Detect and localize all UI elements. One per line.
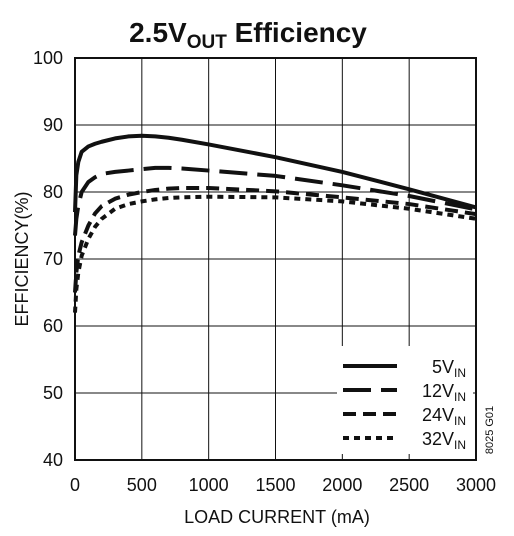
legend-label-subscript: IN: [454, 414, 466, 428]
y-tick-label: 40: [43, 450, 63, 470]
legend-item: 5VIN: [343, 357, 466, 380]
legend-label-main: 32V: [422, 429, 454, 449]
chart-title-lead: 2.5V: [129, 17, 187, 48]
series-line-5v: [73, 133, 477, 213]
y-axis-label: EFFICIENCY(%): [12, 192, 32, 327]
series-line-24v: [73, 185, 477, 293]
legend-label: 12VIN: [422, 381, 466, 404]
legend-label-subscript: IN: [454, 390, 466, 404]
legend-label-main: 5V: [432, 357, 454, 377]
legend-item: 12VIN: [343, 381, 466, 404]
legend-label-main: 24V: [422, 405, 454, 425]
legend-label-subscript: IN: [454, 438, 466, 452]
chart-title-subscript: OUT: [187, 32, 228, 53]
legend-item: 24VIN: [343, 405, 466, 428]
figure-code: 8025 G01: [484, 406, 496, 454]
legend-label: 5VIN: [432, 357, 466, 380]
x-tick-label: 500: [127, 475, 157, 495]
x-tick-label: 2000: [322, 475, 362, 495]
plot-frame: [74, 57, 477, 461]
y-tick-label: 60: [43, 316, 63, 336]
x-tick-label: 2500: [389, 475, 429, 495]
x-tick-label: 1000: [189, 475, 229, 495]
x-axis-label: LOAD CURRENT (mA): [184, 507, 370, 527]
y-tick-label: 100: [33, 48, 63, 68]
y-tick-label: 80: [43, 182, 63, 202]
chart-title: 2.5VOUT Efficiency: [129, 17, 367, 53]
y-tick-label: 50: [43, 383, 63, 403]
legend-label-subscript: IN: [454, 366, 466, 380]
y-tick-label: 70: [43, 249, 63, 269]
legend-label: 32VIN: [422, 429, 466, 452]
legend-label: 24VIN: [422, 405, 466, 428]
x-tick-label: 0: [70, 475, 80, 495]
tick-label-layer: 0 500 1000 1500 2000 2500 3000 40 50 60 70 80 90 100: [33, 48, 496, 495]
series-line-32v: [73, 194, 477, 313]
legend-label-main: 12V: [422, 381, 454, 401]
x-tick-label: 1500: [255, 475, 295, 495]
y-tick-label: 90: [43, 115, 63, 135]
x-tick-label: 3000: [456, 475, 496, 495]
series-layer: [73, 133, 477, 313]
series-line-12v: [73, 165, 477, 236]
chart-title-trail: Efficiency: [227, 17, 367, 48]
legend-item: 32VIN: [343, 429, 466, 452]
